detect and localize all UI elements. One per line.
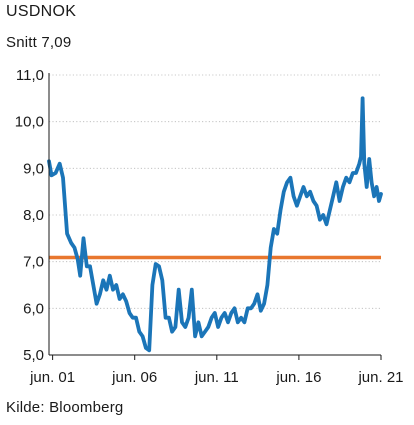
- y-tick-label: 10,0: [15, 114, 44, 131]
- chart-subtitle: Snitt 7,09: [6, 34, 72, 51]
- x-tick-label: jun. 16: [275, 369, 321, 386]
- y-tick-label: 8,0: [23, 207, 44, 224]
- x-tick-label: jun. 01: [29, 369, 75, 386]
- y-tick-label: 9,0: [23, 160, 44, 177]
- x-tick-label: jun. 11: [194, 369, 239, 386]
- series-line-usdnok: [47, 96, 383, 353]
- y-tick-label: 11,0: [16, 67, 44, 84]
- x-axis-labels: jun. 01 jun. 06 jun. 11 jun. 16 jun. 21: [29, 355, 404, 386]
- source-note: Kilde: Bloomberg: [6, 399, 124, 416]
- y-axis-labels: 11,0 10,0 9,0 8,0 7,0 6,0 5,0: [15, 67, 44, 364]
- y-tick-label: 5,0: [23, 347, 44, 364]
- axes: [48, 73, 381, 356]
- series-layer: [47, 96, 383, 353]
- x-tick-label: jun. 21: [357, 369, 403, 386]
- y-tick-label: 7,0: [23, 254, 44, 271]
- y-tick-label: 6,0: [23, 300, 44, 317]
- x-tick-label: jun. 06: [111, 369, 157, 386]
- chart-title: USDNOK: [6, 3, 77, 20]
